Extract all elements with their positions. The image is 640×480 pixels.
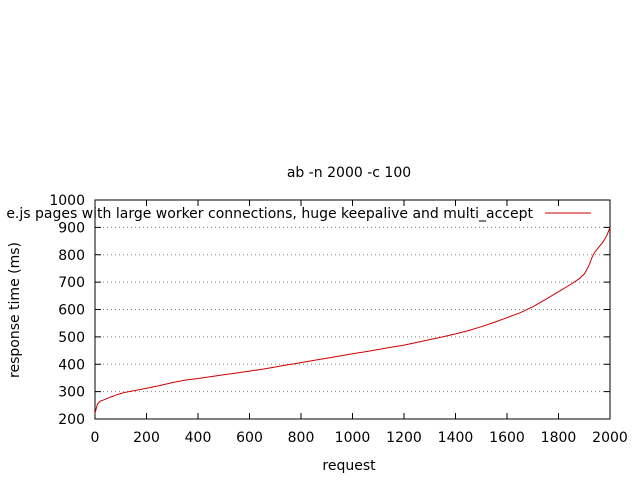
y-tick-label: 200 bbox=[58, 412, 85, 428]
x-tick-label: 1600 bbox=[489, 430, 525, 446]
y-tick-label: 400 bbox=[58, 357, 85, 373]
plot-frame bbox=[94, 199, 611, 420]
y-tick-label: 700 bbox=[58, 275, 85, 291]
x-tick-label: 1800 bbox=[541, 430, 577, 446]
chart-title: ab -n 2000 -c 100 bbox=[287, 165, 411, 181]
grid bbox=[95, 226, 610, 393]
x-axis: 0 200 400 600 800 1000 1200 1400 1600 1800 2000 bbox=[91, 200, 628, 446]
y-tick-label: 1000 bbox=[49, 193, 85, 209]
legend: e.js pages with large worker connections… bbox=[6, 206, 591, 222]
x-tick-label: 1000 bbox=[335, 430, 371, 446]
y-tick-label: 500 bbox=[58, 330, 85, 346]
y-tick-label: 600 bbox=[58, 303, 85, 319]
y-axis: 200 300 400 500 600 700 800 900 1000 bbox=[49, 193, 610, 428]
x-tick-label: 800 bbox=[288, 430, 315, 446]
x-tick-label: 600 bbox=[236, 430, 263, 446]
x-tick-label: 1400 bbox=[438, 430, 474, 446]
y-tick-label: 900 bbox=[58, 220, 85, 236]
x-axis-label: request bbox=[322, 458, 376, 474]
x-tick-label: 400 bbox=[185, 430, 212, 446]
x-tick-label: 1200 bbox=[386, 430, 422, 446]
x-tick-label: 2000 bbox=[592, 430, 628, 446]
y-tick-label: 800 bbox=[58, 248, 85, 264]
x-tick-label: 0 bbox=[91, 430, 100, 446]
series-line bbox=[94, 227, 611, 414]
x-tick-label: 200 bbox=[133, 430, 160, 446]
y-tick-label: 300 bbox=[58, 385, 85, 401]
legend-label: e.js pages with large worker connections… bbox=[6, 206, 533, 222]
y-axis-label: response time (ms) bbox=[7, 242, 23, 378]
series-group bbox=[94, 227, 611, 414]
